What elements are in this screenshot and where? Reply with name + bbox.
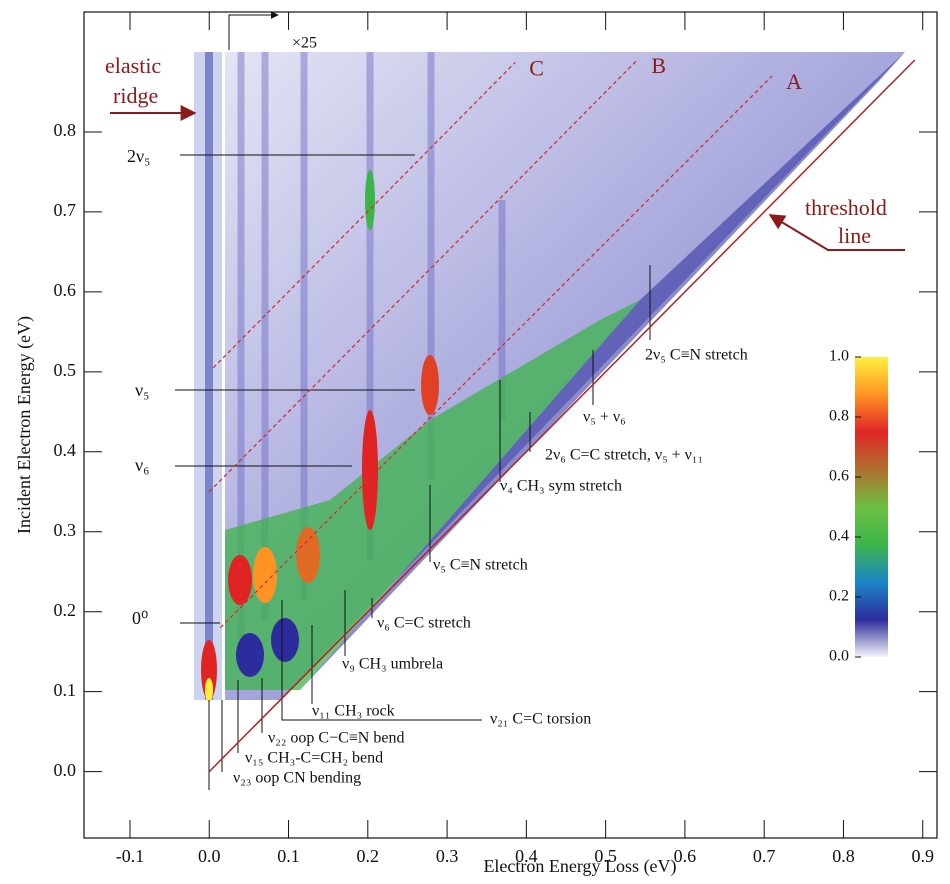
y-tick-label: 0.6 xyxy=(54,280,77,300)
annotation: ν₂₁ C=C torsion xyxy=(490,711,591,728)
y-tick-label: 0.2 xyxy=(54,600,77,620)
colorbar-tick-label: 0.8 xyxy=(829,408,849,425)
y-tick-label: 0.3 xyxy=(54,520,77,540)
annotation: ν₅ + ν₆ xyxy=(583,409,626,426)
x-tick-label: -0.1 xyxy=(116,846,145,866)
dashed-line xyxy=(208,59,638,493)
annotation: ν₁₁ CH₃ rock xyxy=(312,703,395,720)
annotation: line xyxy=(838,223,871,248)
annotation: ridge xyxy=(113,83,158,108)
annotation: ν₆ C=C stretch xyxy=(377,615,471,632)
line-label: C xyxy=(529,55,544,80)
plot-frame xyxy=(83,11,938,839)
colorbar-tick-label: 0.4 xyxy=(829,528,849,545)
x-tick-label: 0.0 xyxy=(198,846,221,866)
x-tick-label: 0.2 xyxy=(357,846,380,866)
x-tick-label: 0.9 xyxy=(911,846,934,866)
y-tick-label: 0.5 xyxy=(54,360,77,380)
annotation: elastic xyxy=(105,53,161,78)
dashed-line xyxy=(212,61,516,369)
x-tick-label: 0.1 xyxy=(277,846,300,866)
x-axis-title: Electron Energy Loss (eV) xyxy=(483,856,676,877)
x-tick-label: 0.6 xyxy=(674,846,697,866)
y-axis-title: Incident Electron Energy (eV) xyxy=(14,316,35,534)
annotations: elastic ridge ×25 threshold line 2ν₅ ν₅ … xyxy=(105,11,916,790)
colorbar xyxy=(855,357,888,657)
annotation: ×25 xyxy=(292,35,317,52)
spectrum-image xyxy=(194,52,905,702)
line-label: B xyxy=(651,53,666,78)
colorbar-tick-label: 0.6 xyxy=(829,468,849,485)
annotation: ν₅ C≡N stretch xyxy=(433,557,528,574)
annotation: ν₉ CH₃ umbrela xyxy=(342,656,443,673)
x-tick-label: 0.7 xyxy=(753,846,776,866)
y-tick-label: 0.4 xyxy=(54,440,77,460)
x-tick-label: 0.8 xyxy=(832,846,855,866)
annotation: ν₆ xyxy=(135,455,149,475)
annotation: 2ν₆ C=C stretch, ν₅ + ν₁₁ xyxy=(545,447,703,464)
annotation: ν₂₃ oop CN bending xyxy=(233,770,361,787)
colorbar-tick-label: 0.0 xyxy=(829,648,849,665)
annotation: ν₂₂ oop C−C≡N bend xyxy=(268,730,404,747)
x-tick-label: 0.4 xyxy=(515,846,538,866)
y-tick-label: 0.8 xyxy=(54,120,77,140)
x-tick-label: 0.5 xyxy=(594,846,617,866)
x-tick-label: 0.3 xyxy=(436,846,459,866)
y-tick-label: 0.0 xyxy=(54,760,77,780)
annotation: 0⁰ xyxy=(132,608,148,628)
annotation: 2ν₅ xyxy=(127,146,150,166)
threshold-line xyxy=(208,59,916,773)
colorbar-tick-label: 0.2 xyxy=(829,588,849,605)
annotation: ν₅ xyxy=(135,380,149,400)
y-tick-label: 0.1 xyxy=(54,680,77,700)
y-tick-label: 0.7 xyxy=(54,200,77,220)
line-label: A xyxy=(786,69,802,94)
annotation: threshold xyxy=(805,195,887,220)
colorbar-tick-label: 1.0 xyxy=(829,348,849,365)
annotation: ν₄ CH₃ sym stretch xyxy=(500,478,622,495)
annotation: ν₁₅ CH₃-C=CH₂ bend xyxy=(245,750,383,767)
annotation: 2ν₅ C≡N stretch xyxy=(645,347,748,364)
